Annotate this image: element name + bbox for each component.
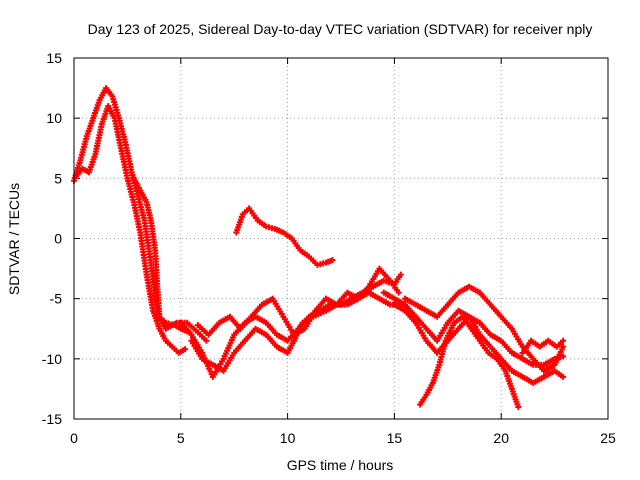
data-series-track-8 <box>380 289 567 386</box>
x-tick-label: 10 <box>280 430 296 446</box>
data-series-track-1 <box>71 85 193 336</box>
data-series-track-2 <box>73 103 189 356</box>
y-axis-label: SDTVAR / TECUs <box>6 183 22 295</box>
x-tick-label: 5 <box>177 430 185 446</box>
data-series-track-7 <box>233 205 336 268</box>
y-tick-label: 0 <box>54 231 62 247</box>
y-tick-label: 5 <box>54 170 62 186</box>
data-point <box>560 343 567 350</box>
data-point <box>560 337 567 344</box>
plot-frame <box>73 57 609 420</box>
data-series-track-12 <box>519 337 567 356</box>
x-tick-label: 0 <box>70 430 78 446</box>
x-tick-label: 25 <box>600 430 616 446</box>
data-marks <box>71 85 567 410</box>
y-tick-label: 10 <box>46 110 62 126</box>
y-tick-label: -15 <box>42 411 62 427</box>
y-tick-label: -5 <box>50 291 63 307</box>
data-point <box>329 257 336 264</box>
data-series-track-6 <box>194 265 402 338</box>
y-tick-label: -10 <box>42 351 62 367</box>
data-point <box>395 289 402 296</box>
axes: 0 5 10 15 20 25 -15 -10 -5 0 5 10 15 <box>42 50 616 446</box>
chart-title: Day 123 of 2025, Sidereal Day-to-day VTE… <box>88 21 593 37</box>
data-point <box>397 271 404 278</box>
x-tick-label: 20 <box>493 430 509 446</box>
x-axis-label: GPS time / hours <box>287 457 394 473</box>
data-point <box>203 337 210 344</box>
y-tick-label: 15 <box>46 50 62 66</box>
data-series-track-3 <box>130 175 210 344</box>
data-point <box>560 373 567 380</box>
x-tick-label: 15 <box>387 430 403 446</box>
data-point <box>182 346 189 353</box>
data-series-track-11 <box>417 313 522 410</box>
data-point <box>515 403 522 410</box>
